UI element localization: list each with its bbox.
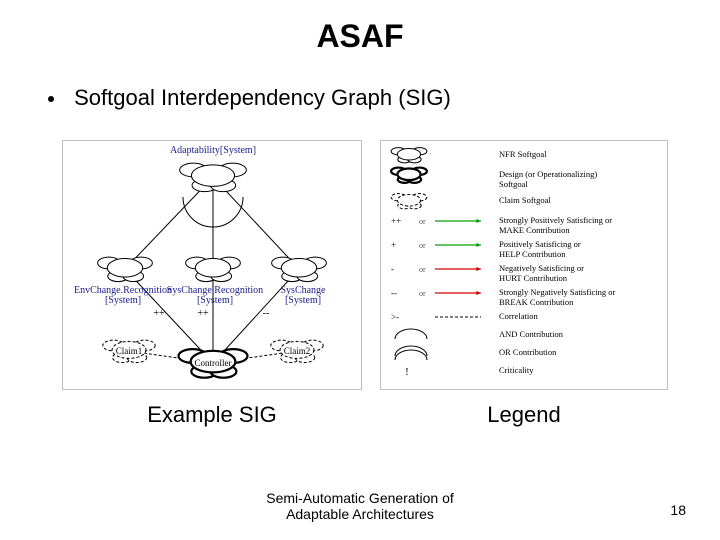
svg-text:NFR Softgoal: NFR Softgoal: [499, 149, 547, 159]
legend-diagram: NFR Softgoal Design (or Operationalizing)…: [381, 141, 669, 391]
svg-text:Criticality: Criticality: [499, 365, 534, 375]
sig-diagram: ++++--Adaptability[System]EnvChange.Reco…: [63, 141, 363, 391]
svg-text:Claim2: Claim2: [284, 346, 311, 356]
svg-text:or: or: [419, 265, 426, 274]
svg-text:+: +: [391, 240, 396, 250]
svg-text:Correlation: Correlation: [499, 311, 538, 321]
svg-text:Claim Softgoal: Claim Softgoal: [499, 195, 551, 205]
svg-text:--: --: [391, 288, 397, 298]
right-caption: Legend: [380, 402, 668, 428]
svg-text:AND Contribution: AND Contribution: [499, 329, 564, 339]
svg-text:Controller: Controller: [195, 358, 232, 368]
svg-text:Strongly Positively Satisficin: Strongly Positively Satisficing orMAKE C…: [499, 215, 612, 235]
left-caption: Example SIG: [62, 402, 362, 428]
svg-text:--: --: [263, 308, 270, 319]
footer-text: Semi-Automatic Generation ofAdaptable Ar…: [0, 490, 720, 522]
bullet-item: Softgoal Interdependency Graph (SIG): [48, 85, 451, 111]
bullet-text: Softgoal Interdependency Graph (SIG): [74, 85, 451, 110]
svg-text:SysChange[System]: SysChange[System]: [281, 285, 327, 306]
svg-text:!: !: [405, 366, 409, 378]
svg-text:Positively Satisficing orHELP: Positively Satisficing orHELP Contributi…: [499, 239, 581, 259]
svg-text:or: or: [419, 241, 426, 250]
page-number: 18: [670, 502, 686, 518]
svg-text:-: -: [391, 264, 394, 274]
svg-text:OR Contribution: OR Contribution: [499, 347, 557, 357]
legend-panel: NFR Softgoal Design (or Operationalizing)…: [380, 140, 668, 390]
svg-text:or: or: [419, 289, 426, 298]
bullet-dot-icon: [48, 96, 54, 102]
svg-text:++: ++: [153, 308, 165, 319]
svg-text:or: or: [419, 217, 426, 226]
svg-text:Strongly Negatively Satisficin: Strongly Negatively Satisficing orBREAK …: [499, 287, 616, 307]
slide-title: ASAF: [0, 0, 720, 55]
svg-text:>-: >-: [391, 312, 399, 322]
svg-text:Design (or Operationalizing)So: Design (or Operationalizing)Softgoal: [499, 169, 597, 189]
svg-text:++: ++: [197, 308, 209, 319]
svg-text:Negatively Satisficing orHURT: Negatively Satisficing orHURT Contributi…: [499, 263, 584, 283]
svg-text:Adaptability[System]: Adaptability[System]: [170, 145, 256, 156]
svg-text:Claim1: Claim1: [116, 346, 143, 356]
svg-text:++: ++: [391, 216, 401, 226]
svg-text:SysChange.Recognition[System]: SysChange.Recognition[System]: [167, 285, 263, 306]
example-sig-panel: ++++--Adaptability[System]EnvChange.Reco…: [62, 140, 362, 390]
